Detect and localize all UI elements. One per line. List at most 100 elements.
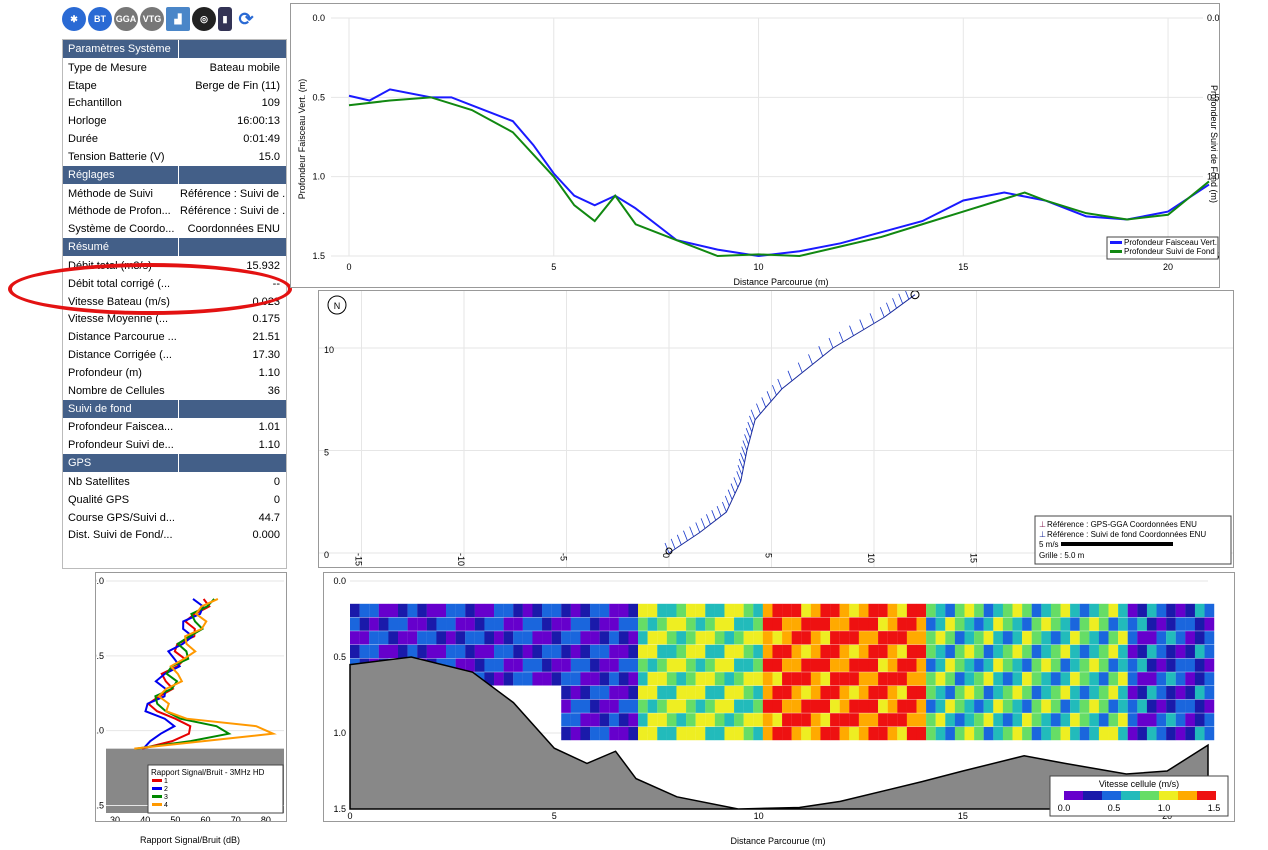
velocity-cell xyxy=(1079,672,1090,686)
velocity-cell xyxy=(465,617,475,631)
velocity-cell xyxy=(926,672,936,686)
velocity-cell xyxy=(522,631,533,645)
velocity-cell xyxy=(791,685,802,700)
velocity-cell xyxy=(810,713,821,727)
velocity-cell xyxy=(705,658,715,672)
velocity-cell xyxy=(926,603,936,618)
velocity-cell xyxy=(609,672,619,686)
velocity-cell xyxy=(1156,617,1167,631)
velocity-cell xyxy=(1002,617,1013,631)
velocity-chart-svg: 0.00.51.01.505101520Vitesse cellule (m/s… xyxy=(314,576,1229,821)
velocity-cell xyxy=(849,644,859,659)
velocity-cell xyxy=(897,672,907,686)
velocity-cell xyxy=(532,617,543,631)
velocity-cell xyxy=(983,713,994,727)
section-title: Résumé xyxy=(63,238,179,257)
velocity-cell xyxy=(1050,617,1061,631)
velocity-cell xyxy=(878,658,888,672)
velocity-cell xyxy=(398,631,408,645)
velocity-cell xyxy=(1204,685,1215,700)
velocity-cell xyxy=(983,672,994,686)
velocity-cell xyxy=(1127,726,1138,741)
velocity-cell xyxy=(436,644,447,659)
bt-icon[interactable]: BT xyxy=(88,7,112,31)
legend-label: Référence : GPS-GGA Coordonnées ENU xyxy=(1047,520,1197,529)
section-title: GPS xyxy=(63,454,179,473)
velocity-cell xyxy=(964,726,975,741)
film-icon[interactable]: ◎ xyxy=(192,7,216,31)
x-tick-label: -10 xyxy=(456,553,466,566)
velocity-cell xyxy=(580,658,591,672)
legend-label: 1 xyxy=(164,778,168,785)
velocity-cell xyxy=(590,713,600,727)
velocity-cell xyxy=(935,685,946,700)
velocity-cell xyxy=(801,617,811,631)
velocity-cell xyxy=(1185,685,1196,700)
section-header[interactable]: Réglages xyxy=(63,165,286,185)
velocity-cell xyxy=(1079,603,1090,618)
velocity-cell xyxy=(580,672,591,686)
vtg-icon[interactable]: VTG xyxy=(140,7,164,31)
velocity-cell xyxy=(983,644,994,659)
velocity-cell xyxy=(753,617,763,631)
colorbar-tick: 0.0 xyxy=(1058,803,1071,813)
x-tick-label: 10 xyxy=(866,553,876,563)
velocity-cell xyxy=(436,631,447,645)
velocity-cell xyxy=(714,658,725,672)
velocity-cell xyxy=(964,672,975,686)
velocity-cell xyxy=(1041,658,1052,672)
velocity-cell xyxy=(407,644,418,659)
section-header[interactable]: Suivi de fond xyxy=(63,399,286,419)
velocity-cell xyxy=(762,726,773,741)
velocity-cell xyxy=(1041,726,1052,741)
velocity-cell xyxy=(724,699,735,713)
velocity-cell xyxy=(878,685,888,700)
velocity-vector xyxy=(724,495,730,506)
velocity-vector xyxy=(828,337,834,349)
bluetooth-icon[interactable]: ✱ xyxy=(62,7,86,31)
battery-icon[interactable]: ▮ xyxy=(218,7,232,31)
velocity-cell xyxy=(714,699,725,713)
velocity-cell xyxy=(359,603,370,618)
velocity-cell xyxy=(858,699,869,713)
legend-swatch xyxy=(152,787,162,790)
refresh-icon[interactable]: ⟳ xyxy=(234,7,258,31)
velocity-cell xyxy=(935,603,946,618)
section-header[interactable]: GPS xyxy=(63,454,286,474)
map-icon[interactable]: ▟ xyxy=(166,7,190,31)
velocity-cell xyxy=(628,617,639,631)
velocity-cell xyxy=(724,685,735,700)
velocity-cell xyxy=(724,672,735,686)
gga-icon[interactable]: GGA xyxy=(114,7,138,31)
velocity-cell xyxy=(647,644,658,659)
section-header[interactable]: Paramètres Système xyxy=(63,40,286,59)
velocity-cell xyxy=(666,603,677,618)
velocity-cell xyxy=(916,699,927,713)
velocity-cell xyxy=(570,699,581,713)
param-row: Méthode de Suivi Référence : Suivi de ... xyxy=(63,185,286,203)
velocity-cell xyxy=(388,617,399,631)
depth-chart-svg: 0.00.00.50.51.01.01.51.505101520Distance… xyxy=(297,13,1220,287)
velocity-cell xyxy=(1022,631,1032,645)
velocity-vector xyxy=(766,391,772,402)
section-header[interactable]: Résumé xyxy=(63,238,286,258)
velocity-cell xyxy=(964,631,975,645)
velocity-cell xyxy=(782,726,792,741)
velocity-cell xyxy=(743,617,754,631)
velocity-cell xyxy=(782,672,792,686)
colorbar-title: Vitesse cellule (m/s) xyxy=(1099,779,1179,789)
velocity-cell xyxy=(1108,617,1119,631)
velocity-cell xyxy=(772,672,783,686)
param-label: Profondeur Faiscea... xyxy=(68,421,174,434)
velocity-cell xyxy=(657,726,667,741)
velocity-cell xyxy=(1156,644,1167,659)
velocity-cell xyxy=(868,631,879,645)
velocity-cell xyxy=(398,603,408,618)
velocity-cell xyxy=(561,631,571,645)
velocity-xlabel: Distance Parcourue (m) xyxy=(730,836,826,846)
param-value: Berge de Fin (11) xyxy=(195,79,280,92)
velocity-cell xyxy=(1002,631,1013,645)
velocity-cell xyxy=(1079,685,1090,700)
velocity-cell xyxy=(791,603,802,618)
velocity-cell xyxy=(1118,617,1128,631)
